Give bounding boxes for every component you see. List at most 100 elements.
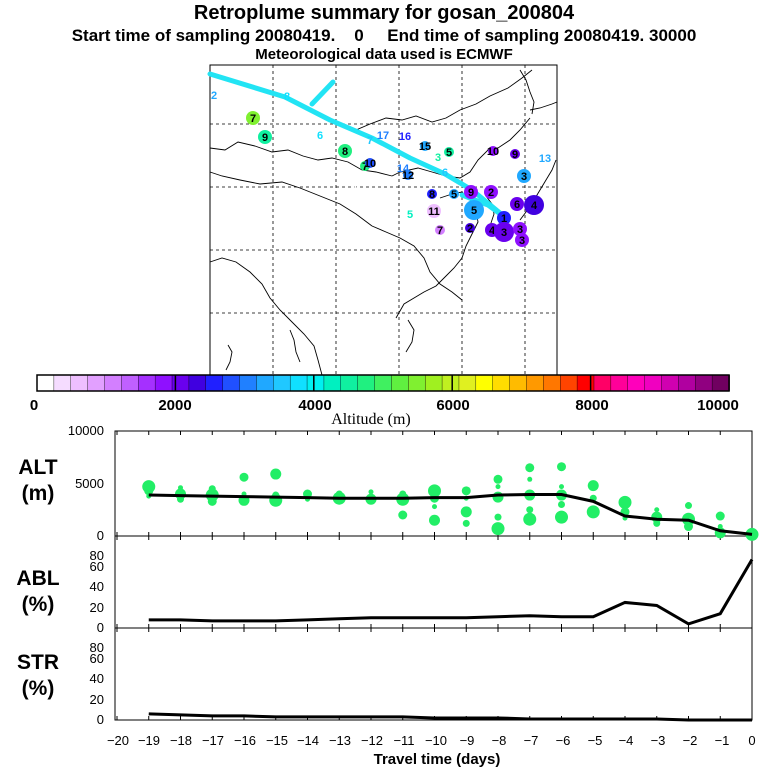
alt-particle-point bbox=[618, 495, 632, 509]
map-marker-label: 2 bbox=[488, 187, 494, 199]
colorbar-cell bbox=[458, 374, 477, 392]
xtick-neg5: −5 bbox=[588, 733, 603, 748]
alt-median-line bbox=[148, 493, 753, 536]
colorbar-cell bbox=[526, 374, 545, 392]
colorbar-tick-10000: 10000 bbox=[697, 397, 739, 414]
met-data-note: Meteorological data used is ECMWF bbox=[255, 46, 513, 63]
colorbar-cell bbox=[424, 374, 443, 392]
map-marker-dot bbox=[464, 185, 478, 199]
alt-particle-point bbox=[460, 506, 472, 518]
map-marker-dot bbox=[444, 147, 454, 157]
str-panel-units: (%) bbox=[22, 677, 55, 700]
map-marker-dot bbox=[484, 185, 498, 199]
alt-particle-point bbox=[462, 519, 470, 527]
colorbar-cell bbox=[138, 374, 156, 392]
xtick-neg17: −17 bbox=[202, 733, 224, 748]
map-marker-label: 5 bbox=[446, 147, 452, 159]
alt-particle-point bbox=[685, 502, 692, 510]
str-plot-frame bbox=[114, 627, 753, 721]
map-marker-dot bbox=[515, 233, 529, 247]
colorbar-cell bbox=[627, 374, 646, 392]
colorbar-cell bbox=[711, 374, 730, 392]
map-marker-label: 6 bbox=[442, 167, 448, 179]
alt-ytick-5000: 5000 bbox=[75, 476, 104, 491]
xtick-neg2: −2 bbox=[683, 733, 698, 748]
abl-ytick-40: 40 bbox=[90, 579, 104, 594]
alt-particle-point bbox=[495, 484, 501, 490]
str-plot bbox=[148, 712, 752, 722]
colorbar-cell bbox=[256, 374, 275, 392]
map-marker-label: 7 bbox=[362, 161, 368, 173]
alt-particle-point bbox=[555, 510, 568, 524]
colorbar-tick-0: 0 bbox=[30, 397, 38, 414]
abl-series-line bbox=[148, 558, 754, 626]
xtick-neg12: −12 bbox=[361, 733, 383, 748]
alt-ytick-10000: 10000 bbox=[68, 423, 104, 438]
map-marker-dot bbox=[427, 189, 437, 199]
colorbar-tick-2000: 2000 bbox=[158, 397, 191, 414]
map-marker-dot bbox=[465, 223, 475, 233]
alt-particle-point bbox=[461, 486, 471, 496]
colorbar-cell bbox=[239, 374, 258, 392]
map-marker-label: 5 bbox=[471, 205, 477, 217]
alt-particle-point bbox=[239, 472, 249, 482]
alt-particle-point bbox=[432, 504, 437, 510]
alt-ytick-0: 0 bbox=[97, 528, 104, 543]
map-marker-dot bbox=[246, 111, 260, 125]
map-marker-dot bbox=[338, 144, 352, 158]
map-marker-dot bbox=[464, 200, 484, 220]
colorbar-cell bbox=[441, 374, 460, 392]
map-marker-dot bbox=[494, 222, 514, 242]
map-marker-label: 3 bbox=[501, 227, 507, 239]
colorbar-cell bbox=[644, 374, 663, 392]
map-marker-dot bbox=[510, 149, 520, 159]
colorbar-cell bbox=[678, 374, 697, 392]
map-marker-label: 16 bbox=[399, 131, 411, 143]
map-marker-dot bbox=[513, 222, 527, 236]
alt-particle-point bbox=[527, 476, 533, 482]
map-marker-label: 9 bbox=[262, 132, 268, 144]
map-marker-label: 3 bbox=[521, 171, 527, 183]
colorbar-cell bbox=[273, 374, 291, 392]
map-marker-label: 1 bbox=[501, 213, 507, 225]
alt-particle-point bbox=[715, 511, 725, 521]
colorbar-cell bbox=[695, 374, 713, 392]
map-marker-dot bbox=[427, 204, 441, 218]
xtick-neg3: −3 bbox=[651, 733, 666, 748]
str-ytick-20: 20 bbox=[90, 692, 104, 707]
map-marker-dot bbox=[420, 141, 430, 151]
colorbar-cell bbox=[408, 374, 426, 392]
trajectory-line-arm bbox=[309, 79, 336, 107]
map-marker-label: 5 bbox=[451, 189, 457, 201]
colorbar-cell bbox=[610, 374, 629, 392]
colorbar-cell bbox=[340, 374, 359, 392]
map-marker-label: 8 bbox=[429, 189, 435, 201]
colorbar-cells bbox=[36, 374, 730, 392]
abl-ytick-0: 0 bbox=[97, 620, 104, 635]
map-marker-dot bbox=[488, 146, 498, 156]
map-marker-dot bbox=[449, 189, 459, 199]
xtick-neg7: −7 bbox=[524, 733, 539, 748]
str-series-line bbox=[148, 712, 752, 722]
alt-panel-units: (m) bbox=[22, 482, 55, 505]
colorbar-cell bbox=[391, 374, 410, 392]
abl-panel-units: (%) bbox=[22, 593, 55, 616]
colorbar-cell bbox=[492, 374, 511, 392]
colorbar-cell bbox=[593, 374, 612, 392]
alt-particle-point bbox=[335, 490, 343, 498]
colorbar-ticks bbox=[174, 375, 592, 391]
map-marker-label: 12 bbox=[402, 170, 414, 182]
xtick-neg15: −15 bbox=[266, 733, 288, 748]
alt-plot bbox=[142, 462, 759, 541]
colorbar-cell bbox=[121, 374, 140, 392]
altitude-colorbar: 0 2000 4000 6000 8000 10000 Altitude (m) bbox=[30, 374, 739, 428]
x-axis-label: Travel time (days) bbox=[374, 751, 501, 768]
str-ytick-0: 0 bbox=[97, 712, 104, 727]
coastlines-and-borders bbox=[209, 69, 558, 376]
colorbar-tick-6000: 6000 bbox=[436, 397, 469, 414]
map-marker-dot bbox=[403, 170, 413, 180]
map-marker-dot bbox=[510, 197, 524, 211]
alt-particle-point bbox=[491, 522, 505, 536]
map-marker-dot bbox=[517, 169, 531, 183]
